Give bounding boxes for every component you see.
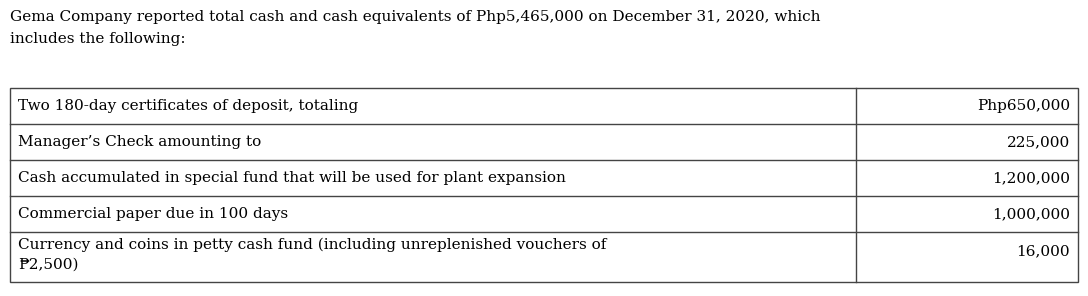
Text: 1,200,000: 1,200,000 — [992, 171, 1070, 185]
Text: Cash accumulated in special fund that will be used for plant expansion: Cash accumulated in special fund that wi… — [18, 171, 566, 185]
Text: 16,000: 16,000 — [1016, 244, 1070, 258]
Text: Two 180-day certificates of deposit, totaling: Two 180-day certificates of deposit, tot… — [18, 99, 358, 113]
Text: 225,000: 225,000 — [1006, 135, 1070, 149]
Text: 1,000,000: 1,000,000 — [992, 207, 1070, 221]
Bar — [10, 88, 1078, 282]
Text: includes the following:: includes the following: — [10, 32, 186, 46]
Text: Commercial paper due in 100 days: Commercial paper due in 100 days — [18, 207, 288, 221]
Text: Php650,000: Php650,000 — [977, 99, 1070, 113]
Text: Currency and coins in petty cash fund (including unreplenished vouchers of
₱2,50: Currency and coins in petty cash fund (i… — [18, 238, 606, 271]
Text: Manager’s Check amounting to: Manager’s Check amounting to — [18, 135, 261, 149]
Text: Gema Company reported total cash and cash equivalents of Php5,465,000 on Decembe: Gema Company reported total cash and cas… — [10, 10, 820, 24]
